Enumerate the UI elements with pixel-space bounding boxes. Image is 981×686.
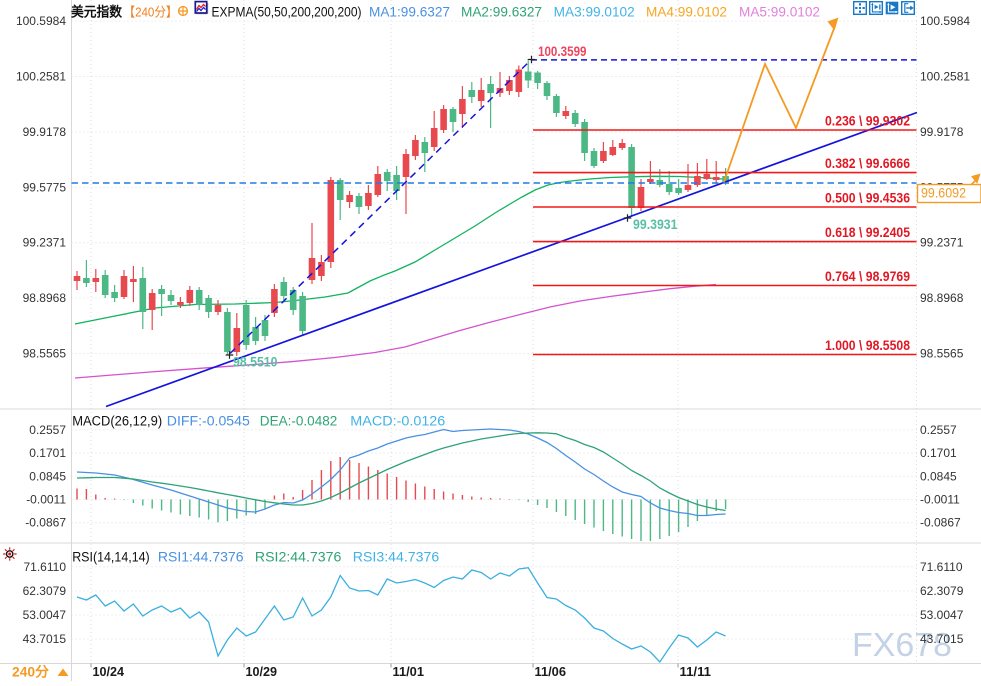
svg-text:10/29: 10/29: [246, 665, 278, 679]
svg-text:99.2371: 99.2371: [23, 236, 67, 250]
svg-text:1.000 \ 98.5508: 1.000 \ 98.5508: [825, 338, 910, 353]
svg-text:DEA:-0.0482: DEA:-0.0482: [260, 414, 338, 429]
svg-text:0.1701: 0.1701: [29, 446, 66, 460]
svg-text:RSI2:44.7376: RSI2:44.7376: [255, 550, 342, 565]
svg-text:10/24: 10/24: [93, 665, 125, 679]
svg-text:0.0845: 0.0845: [920, 469, 957, 483]
svg-text:0.764 \ 98.9769: 0.764 \ 98.9769: [825, 269, 910, 284]
svg-text:99.6092: 99.6092: [921, 186, 966, 201]
svg-text:0.382 \ 99.6666: 0.382 \ 99.6666: [825, 156, 910, 171]
svg-text:-0.0011: -0.0011: [920, 493, 960, 507]
svg-text:0.2557: 0.2557: [920, 423, 957, 437]
svg-text:EXPMA(50,50,200,200,200): EXPMA(50,50,200,200,200): [212, 5, 362, 20]
svg-text:-0.0867: -0.0867: [920, 516, 961, 530]
svg-text:MA2:99.6327: MA2:99.6327: [461, 4, 542, 19]
svg-text:98.8968: 98.8968: [920, 291, 964, 305]
svg-text:62.3079: 62.3079: [23, 584, 67, 598]
svg-text:240分: 240分: [12, 665, 50, 680]
svg-text:11/11: 11/11: [680, 665, 712, 679]
svg-text:-0.0867: -0.0867: [25, 516, 66, 530]
svg-text:98.8968: 98.8968: [23, 291, 67, 305]
svg-text:MA3:99.0102: MA3:99.0102: [554, 4, 635, 19]
svg-text:99.9178: 99.9178: [920, 125, 964, 139]
svg-text:43.7015: 43.7015: [920, 632, 964, 646]
svg-text:99.3931: 99.3931: [633, 217, 678, 232]
svg-text:RSI1:44.7376: RSI1:44.7376: [158, 550, 244, 565]
svg-text:RSI(14,14,14): RSI(14,14,14): [72, 550, 150, 565]
svg-text:0.236 \ 99.9302: 0.236 \ 99.9302: [825, 114, 910, 129]
svg-text:100.2581: 100.2581: [16, 70, 66, 84]
svg-text:53.0047: 53.0047: [23, 608, 67, 622]
svg-text:RSI3:44.7376: RSI3:44.7376: [353, 550, 439, 565]
svg-text:【240分】: 【240分】: [124, 5, 178, 20]
svg-text:100.3599: 100.3599: [538, 44, 587, 59]
svg-text:MACD(26,12,9): MACD(26,12,9): [72, 414, 162, 429]
svg-text:DIFF:-0.0545: DIFF:-0.0545: [167, 414, 250, 429]
svg-text:0.500 \ 99.4536: 0.500 \ 99.4536: [825, 191, 910, 206]
svg-text:MA4:99.0102: MA4:99.0102: [646, 4, 727, 19]
svg-text:美元指数: 美元指数: [71, 4, 122, 20]
svg-text:100.5984: 100.5984: [920, 14, 970, 28]
svg-text:-0.0011: -0.0011: [26, 493, 66, 507]
svg-text:53.0047: 53.0047: [920, 608, 964, 622]
svg-text:MA5:99.0102: MA5:99.0102: [739, 4, 820, 19]
svg-text:99.2371: 99.2371: [920, 236, 964, 250]
svg-text:71.6110: 71.6110: [24, 560, 67, 574]
svg-text:100.5984: 100.5984: [16, 14, 66, 28]
svg-text:98.5565: 98.5565: [920, 347, 964, 361]
svg-text:71.6110: 71.6110: [920, 560, 963, 574]
svg-text:11/06: 11/06: [535, 665, 567, 679]
svg-text:MACD:-0.0126: MACD:-0.0126: [350, 414, 445, 429]
svg-text:43.7015: 43.7015: [23, 632, 67, 646]
svg-text:11/01: 11/01: [393, 665, 425, 679]
svg-text:100.2581: 100.2581: [920, 70, 970, 84]
svg-text:62.3079: 62.3079: [920, 584, 964, 598]
svg-text:99.5775: 99.5775: [23, 180, 67, 194]
svg-text:98.5565: 98.5565: [23, 347, 67, 361]
svg-text:0.2557: 0.2557: [29, 423, 66, 437]
svg-text:98.5510: 98.5510: [233, 355, 278, 370]
svg-text:99.9178: 99.9178: [23, 125, 67, 139]
svg-text:0.1701: 0.1701: [920, 446, 957, 460]
svg-text:0.618 \ 99.2405: 0.618 \ 99.2405: [825, 225, 910, 240]
svg-text:MA1:99.6327: MA1:99.6327: [369, 4, 450, 19]
svg-text:0.0845: 0.0845: [29, 469, 66, 483]
